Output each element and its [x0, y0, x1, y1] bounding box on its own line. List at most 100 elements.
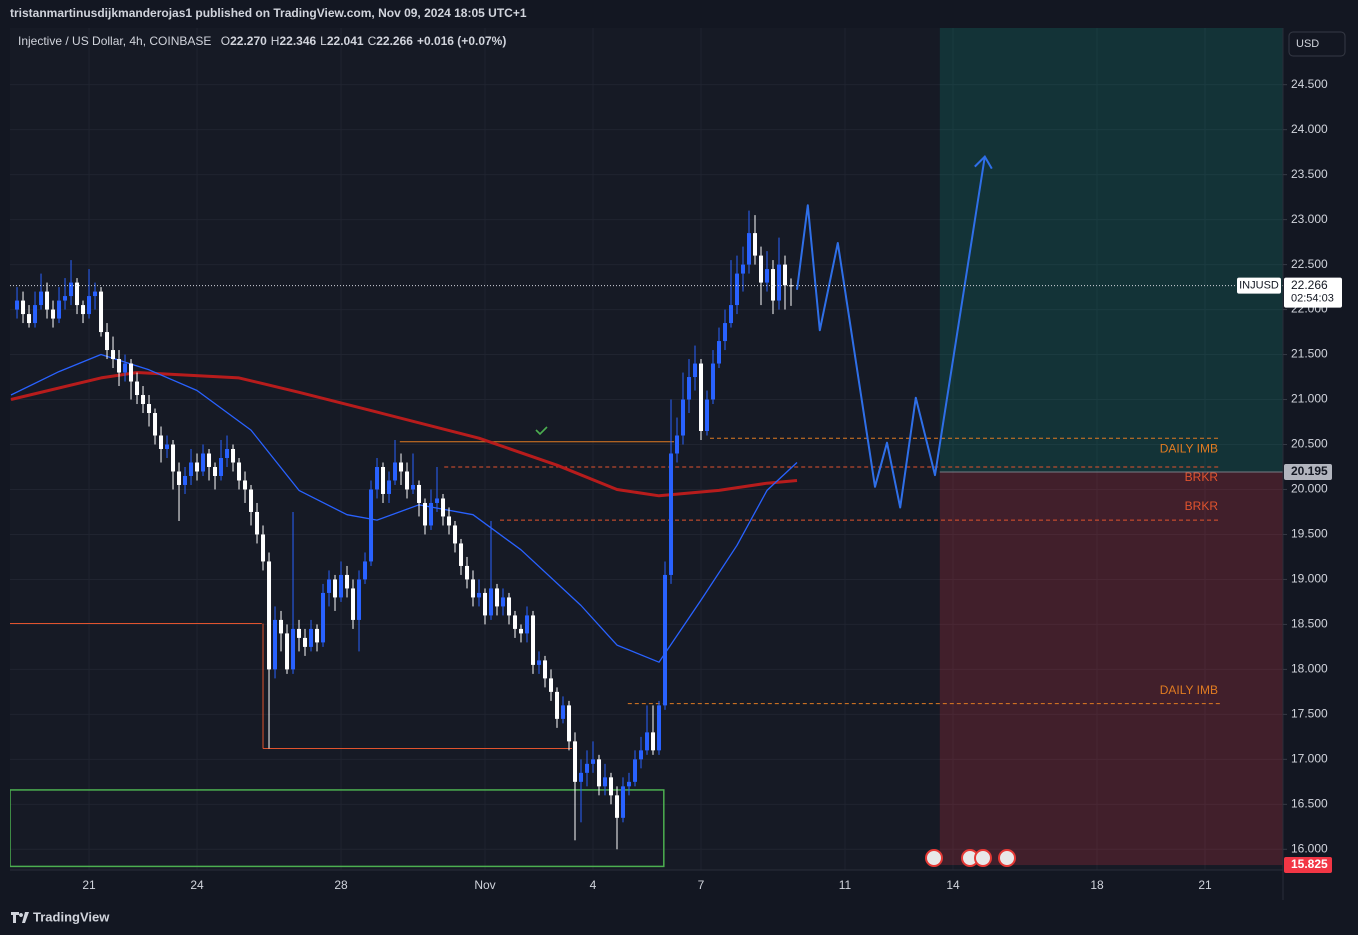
y-tick-label: 21.000 — [1291, 392, 1328, 406]
candle-body — [687, 377, 692, 400]
candle-body — [453, 525, 458, 544]
stop-label: 15.825 — [1291, 857, 1328, 871]
candle-body — [363, 561, 368, 580]
candle-body — [387, 480, 392, 494]
candle-body — [507, 597, 512, 616]
candle-body — [117, 359, 122, 373]
candle-body — [777, 264, 782, 301]
candle-body — [33, 305, 38, 324]
candle-body — [465, 565, 470, 580]
candle-body — [435, 498, 440, 503]
candle-body — [291, 628, 296, 670]
candle-body — [189, 462, 194, 476]
candle-body — [411, 484, 416, 490]
event-flag[interactable] — [998, 849, 1016, 867]
candle-body — [87, 296, 92, 315]
plot-area — [10, 28, 1283, 870]
y-tick-label: 20.500 — [1291, 437, 1328, 451]
candle-body — [567, 705, 572, 742]
brand-logo: TradingView — [11, 909, 110, 924]
candle-body — [519, 628, 524, 634]
entry-label: 20.195 — [1291, 464, 1328, 478]
candle-body — [711, 363, 716, 400]
candle-body — [597, 759, 602, 787]
brand: TradingView — [33, 909, 110, 924]
candle-body — [681, 399, 686, 436]
candle-body — [165, 444, 170, 449]
event-flag[interactable] — [925, 849, 943, 867]
candle-body — [633, 759, 638, 782]
candle-body — [549, 678, 554, 692]
currency[interactable]: USD — [1296, 38, 1319, 50]
zone-box — [10, 789, 665, 868]
candle-body — [153, 413, 158, 436]
legend-key: H — [271, 34, 280, 48]
candle-body — [723, 323, 728, 342]
candle-body — [555, 691, 560, 719]
candle-body — [669, 453, 674, 575]
candle-body — [459, 543, 464, 566]
position-target-zone — [939, 28, 1283, 472]
candle-body — [729, 305, 734, 324]
candle-body — [573, 741, 578, 782]
level-label: DAILY IMB — [1160, 441, 1218, 455]
candle-body — [501, 597, 506, 607]
candle-body — [267, 561, 272, 670]
candle-body — [405, 471, 410, 490]
symbol-badge-text: INJUSD — [1239, 280, 1279, 292]
candle-body — [141, 395, 146, 405]
legend-key: O — [221, 34, 230, 48]
candle-body — [135, 381, 140, 396]
candle-body — [609, 777, 614, 796]
candle-body — [171, 444, 176, 472]
legend-value: 22.041 — [327, 34, 364, 48]
candle-body — [477, 592, 482, 598]
candle-body — [351, 588, 356, 620]
x-tick-label: 4 — [590, 878, 597, 892]
level-label: DAILY IMB — [1160, 683, 1218, 697]
candle-body — [339, 574, 344, 598]
event-icons — [925, 849, 1016, 867]
candle-body — [759, 255, 764, 283]
y-tick-label: 19.000 — [1291, 572, 1328, 586]
legend-value: 22.270 — [230, 34, 267, 48]
candle-body — [39, 291, 44, 306]
symbol: Injective / US Dollar, 4h, COINBASE — [18, 34, 211, 48]
candle-body — [81, 305, 86, 315]
projection-path — [796, 156, 986, 509]
y-tick-label: 23.000 — [1291, 212, 1328, 226]
candle-body — [21, 300, 26, 315]
legend-value: 22.266 — [376, 34, 413, 48]
candle-body — [321, 592, 326, 643]
candle-body — [381, 466, 386, 494]
y-tick-label: 22.500 — [1291, 257, 1328, 271]
candle-body — [105, 332, 110, 351]
candle-body — [441, 498, 446, 517]
candle-body — [585, 763, 590, 773]
candle-body — [315, 628, 320, 643]
candle-body — [285, 633, 290, 670]
legend-value: 22.346 — [279, 34, 316, 48]
candle-body — [705, 399, 710, 432]
candle-body — [345, 574, 350, 589]
event-flag[interactable] — [974, 849, 992, 867]
y-tick-label: 17.500 — [1291, 707, 1328, 721]
candle-body — [231, 449, 236, 463]
candle-body — [303, 637, 308, 647]
candle-body — [495, 588, 500, 607]
candle-body — [537, 660, 542, 665]
candle-body — [783, 264, 788, 286]
symbol-badge — [1237, 277, 1281, 294]
level-label: BRKR — [1185, 499, 1219, 513]
candle-body — [393, 462, 398, 481]
y-tick-label: 24.500 — [1291, 77, 1328, 91]
candle-body — [513, 615, 518, 629]
candle-body — [741, 264, 746, 274]
last-price-label: 22.266 — [1291, 278, 1328, 292]
candle-body — [75, 282, 80, 306]
candle-body — [639, 750, 644, 760]
candle-body — [603, 777, 608, 787]
candle-body — [147, 404, 152, 414]
candle-body — [357, 579, 362, 620]
currency-button[interactable] — [1288, 31, 1346, 57]
